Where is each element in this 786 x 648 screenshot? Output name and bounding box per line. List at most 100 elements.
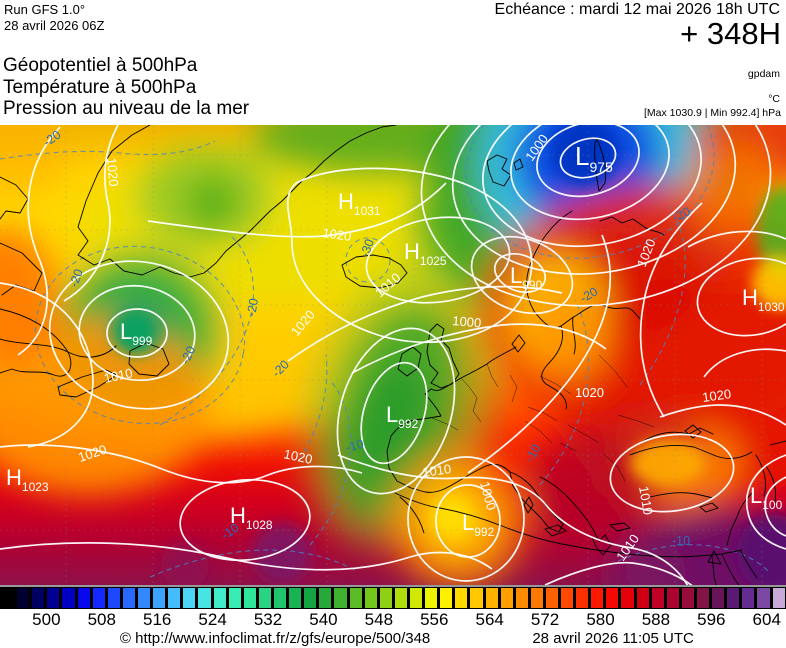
field-geopotential: Géopotentiel à 500hPa (3, 55, 198, 76)
pressure-center-label: L992 (462, 510, 495, 539)
pressure-center-label: L990 (510, 263, 543, 292)
scale-segment (498, 587, 514, 609)
pressure-center-label: H1025 (404, 239, 447, 268)
isobar-label: 1020 (322, 225, 353, 244)
field-titles: Géopotentiel à 500hPa Température à 500h… (3, 55, 249, 120)
field-pressure: Pression au niveau de la mer (3, 98, 250, 120)
scale-segment (679, 587, 696, 609)
isobar-label: 1020 (282, 446, 313, 467)
valid-time: Echéance : mardi 12 mai 2026 18h UTC (494, 1, 780, 18)
scale-segment (725, 587, 741, 609)
pressure-center-label: H1028 (230, 503, 273, 532)
scale-segment (392, 587, 408, 609)
scale-segment (347, 587, 363, 609)
scale-segment (528, 587, 544, 609)
scale-segment (634, 587, 650, 609)
pressure-center-label: H1031 (338, 189, 381, 218)
temperature-label: -20 (67, 267, 86, 289)
scale-segment (559, 587, 575, 609)
scale-tick: 572 (530, 610, 560, 629)
scale-tick: 524 (198, 610, 227, 629)
scale-segment (241, 587, 257, 609)
scale-segment (45, 587, 61, 609)
scale-segment (151, 587, 167, 609)
geopotential-color-scale (0, 585, 786, 609)
isobar-label: 1000 (477, 480, 499, 512)
scale-tick: 516 (143, 610, 172, 629)
scale-tick: 580 (586, 610, 615, 629)
scale-tick: 604 (752, 610, 781, 629)
scale-segment (468, 587, 484, 609)
copyright-url: © http://www.infoclimat.fr/z/gfs/europe/… (119, 630, 431, 647)
scale-segment (90, 587, 106, 609)
scale-segment (120, 587, 136, 609)
scale-segment (710, 587, 726, 609)
scale-segment (589, 587, 605, 609)
scale-segment (695, 587, 711, 609)
scale-tick: 540 (309, 610, 338, 629)
scale-segment (770, 587, 786, 609)
scale-tick: 596 (697, 610, 726, 629)
scale-segment (135, 587, 152, 609)
scale-tick: 500 (32, 610, 61, 629)
scale-segment (664, 587, 680, 609)
scale-segment (302, 587, 318, 609)
scale-segment (604, 587, 620, 609)
scale-segment (30, 587, 46, 609)
pressure-center-label: H1030 (742, 285, 785, 314)
scale-segment (649, 587, 665, 609)
isobar-label: 1020 (701, 386, 732, 405)
pressure-center-label: L100 (750, 483, 783, 512)
scale-segment (619, 587, 635, 609)
isobar-label: 1010 (421, 461, 452, 480)
pressure-minmax: [Max 1030.9 | Min 992.4] hPa (644, 107, 781, 119)
temperature-label: -30 (358, 237, 377, 259)
scale-tick-labels: 500 508 516 524 532 540 548 556 564 572 580 588 596 6… (0, 609, 786, 630)
scale-segment (60, 587, 76, 609)
unit-geopotential: gpdam (747, 68, 780, 80)
scale-segment (438, 587, 454, 609)
pressure-center-label: L999 (120, 319, 153, 348)
scale-segment (15, 587, 31, 609)
run-date: 28 avril 2026 06Z (4, 18, 105, 34)
temperature-value-labels: -20 -20 -20 -20 -30 -20 -20 -10 -10 -10 … (41, 128, 693, 548)
isobar-label: 1020 (104, 157, 121, 187)
height-color-field (0, 125, 786, 585)
pressure-center-label: L992 (386, 402, 419, 431)
scale-segment (256, 587, 272, 609)
isobar-label: 1000 (452, 313, 482, 330)
scale-segment (75, 587, 91, 609)
scale-segment (574, 587, 590, 609)
scale-tick: 556 (420, 610, 449, 629)
pressure-center-labels: L975 H1031 H1025 L990 L999 L992 H1023 H1… (6, 141, 785, 539)
scale-segment (332, 587, 348, 609)
scale-tick: 588 (641, 610, 671, 629)
field-temperature: Température à 500hPa (3, 76, 197, 98)
isobar-label: 1010 (636, 485, 656, 516)
scale-segment (317, 587, 333, 609)
temperature-label: -20 (670, 204, 692, 224)
scale-segment (196, 587, 212, 609)
scale-segment (755, 587, 771, 609)
scale-segment (377, 587, 393, 609)
generated-timestamp: 28 avril 2026 11:05 UTC (532, 630, 694, 647)
scale-tick: 548 (364, 610, 394, 629)
isobar-contours (0, 125, 786, 585)
scale-segment (407, 587, 424, 609)
scale-segment (287, 587, 303, 609)
header: Run GFS 1.0° 28 avril 2026 06Z Géopotenti… (0, 0, 786, 125)
scale-segment (271, 587, 288, 609)
scale-segment (483, 587, 499, 609)
scale-tick: 532 (253, 610, 283, 629)
scale-segment (513, 587, 529, 609)
scale-segment (105, 587, 121, 609)
scale-segment (211, 587, 227, 609)
scale-tick: 564 (475, 610, 504, 629)
scale-segment (740, 587, 756, 609)
temperature-label: -10 (344, 437, 365, 455)
scale-segment (226, 587, 242, 609)
scale-segment (181, 587, 197, 609)
footer: © http://www.infoclimat.fr/z/gfs/europe/… (0, 630, 786, 648)
pressure-center-label: H1023 (6, 465, 49, 494)
